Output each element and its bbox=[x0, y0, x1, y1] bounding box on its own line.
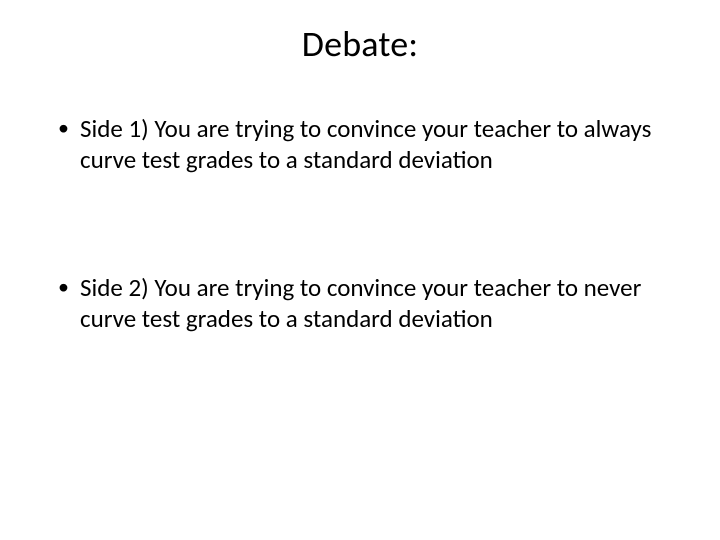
list-item: Side 2) You are trying to convince your … bbox=[58, 273, 678, 334]
bullet-list: Side 1) You are trying to convince your … bbox=[40, 114, 680, 334]
slide: Debate: Side 1) You are trying to convin… bbox=[0, 0, 720, 540]
slide-title: Debate: bbox=[40, 22, 680, 66]
list-item: Side 1) You are trying to convince your … bbox=[58, 114, 678, 175]
